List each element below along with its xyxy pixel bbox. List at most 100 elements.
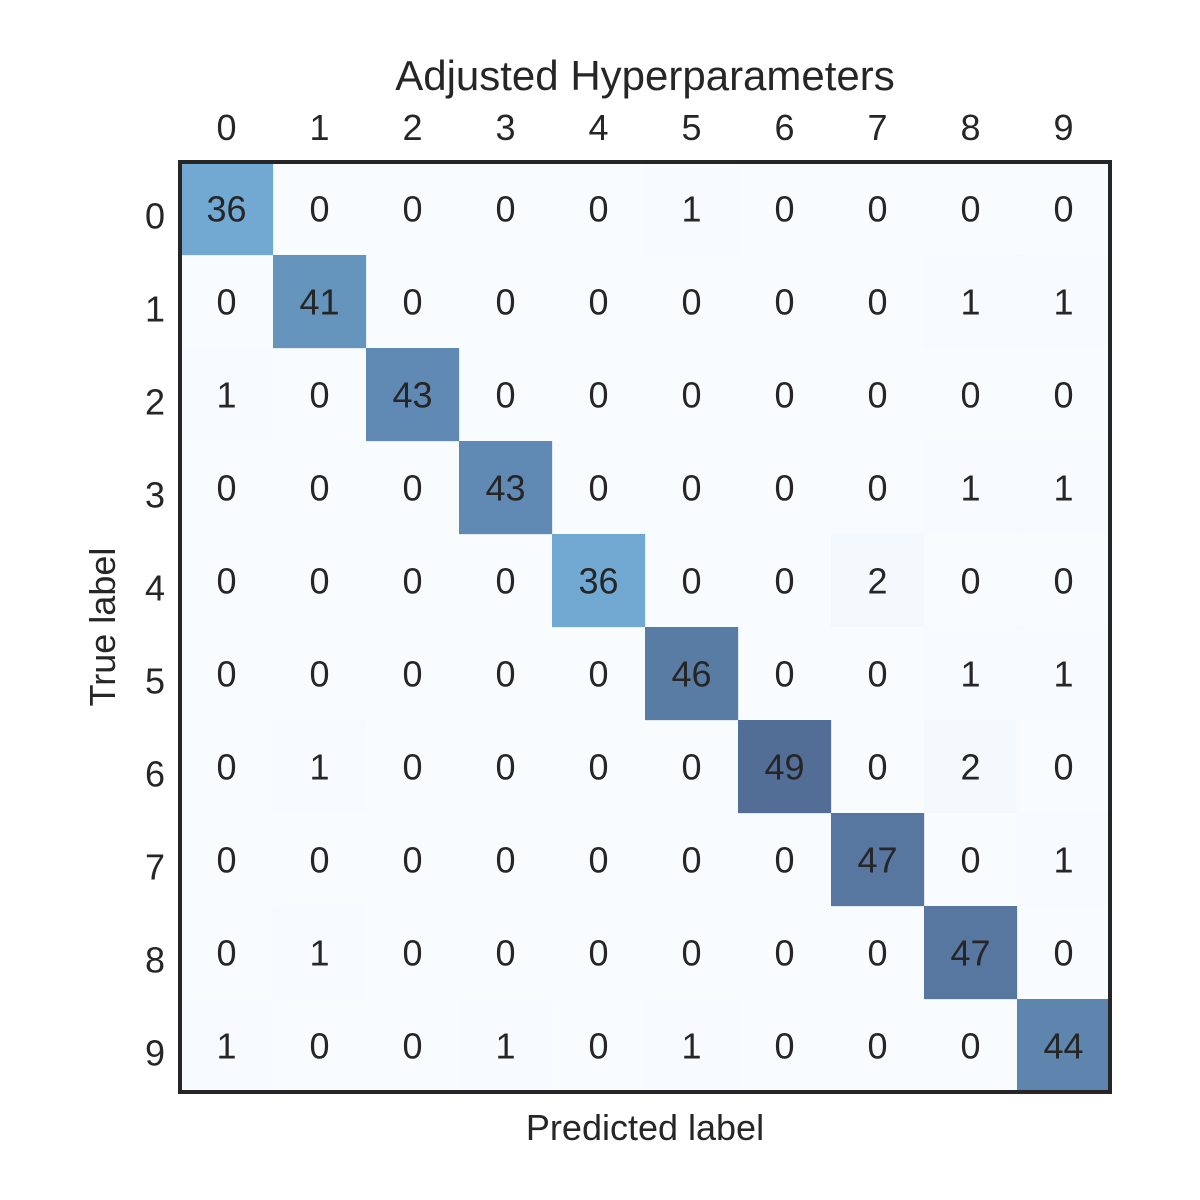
heatmap-cell-r0-c8: [924, 162, 1018, 256]
heatmap-cell-r4-c8: [924, 534, 1018, 628]
heatmap-cell-r2-c1: [273, 348, 367, 442]
heatmap-cell-r1-c2: [366, 255, 460, 349]
cell-value-r8-c5: 0: [681, 933, 701, 974]
plot-frame: [178, 160, 1112, 1094]
cell-value-r1-c6: 0: [774, 282, 794, 323]
cell-value-r8-c4: 0: [588, 933, 608, 974]
heatmap-cell-r1-c0: [180, 255, 274, 349]
cell-value-r3-c4: 0: [588, 468, 608, 509]
heatmap-cell-r6-c9: [1017, 720, 1111, 814]
heatmap-cell-r0-c7: [831, 162, 925, 256]
cell-value-r0-c4: 0: [588, 189, 608, 230]
cell-value-r6-c9: 0: [1053, 747, 1073, 788]
heatmap-cell-r5-c5: [645, 627, 739, 721]
y-tick-labels: 0 1 2 3 4 5 6 7 8 9: [145, 196, 165, 1074]
cell-value-r5-c8: 1: [960, 654, 980, 695]
heatmap-cells: [180, 162, 1111, 1093]
x-tick-label-6: 6: [774, 107, 794, 148]
cell-value-r6-c8: 2: [960, 747, 980, 788]
cell-value-r6-c5: 0: [681, 747, 701, 788]
heatmap-cell-r3-c0: [180, 441, 274, 535]
heatmap-cell-r0-c0: [180, 162, 274, 256]
heatmap-cell-r5-c0: [180, 627, 274, 721]
heatmap-cell-r8-c4: [552, 906, 646, 1000]
heatmap-cell-r3-c5: [645, 441, 739, 535]
heatmap-cell-r7-c0: [180, 813, 274, 907]
heatmap-cell-r1-c4: [552, 255, 646, 349]
heatmap-cell-r5-c2: [366, 627, 460, 721]
heatmap-cell-r6-c7: [831, 720, 925, 814]
cell-value-r3-c1: 0: [309, 468, 329, 509]
cell-value-r6-c0: 0: [216, 747, 236, 788]
cell-value-r9-c0: 1: [216, 1026, 236, 1067]
cell-value-r1-c9: 1: [1053, 282, 1073, 323]
heatmap-cell-r4-c0: [180, 534, 274, 628]
heatmap-cell-r1-c5: [645, 255, 739, 349]
y-tick-label-2: 2: [145, 382, 165, 423]
cell-value-r7-c9: 1: [1053, 840, 1073, 881]
cell-value-r3-c0: 0: [216, 468, 236, 509]
heatmap-cell-r1-c1: [273, 255, 367, 349]
heatmap-cell-r2-c3: [459, 348, 553, 442]
heatmap-cell-r7-c6: [738, 813, 832, 907]
heatmap-cell-r2-c5: [645, 348, 739, 442]
heatmap-cell-r9-c1: [273, 999, 367, 1093]
heatmap-cell-r8-c6: [738, 906, 832, 1000]
cell-value-r4-c2: 0: [402, 561, 422, 602]
heatmap-cell-r5-c3: [459, 627, 553, 721]
cell-value-r0-c6: 0: [774, 189, 794, 230]
heatmap-cell-r0-c1: [273, 162, 367, 256]
cell-value-r8-c1: 1: [309, 933, 329, 974]
heatmap-cell-r3-c3: [459, 441, 553, 535]
heatmap-cell-r1-c8: [924, 255, 1018, 349]
cell-value-r4-c5: 0: [681, 561, 701, 602]
y-tick-label-1: 1: [145, 289, 165, 330]
heatmap-cell-r3-c9: [1017, 441, 1111, 535]
x-tick-label-8: 8: [960, 107, 980, 148]
cell-value-r6-c2: 0: [402, 747, 422, 788]
cell-value-r7-c6: 0: [774, 840, 794, 881]
heatmap-cell-r8-c7: [831, 906, 925, 1000]
heatmap-cell-r4-c7: [831, 534, 925, 628]
heatmap-cell-r4-c9: [1017, 534, 1111, 628]
x-tick-labels: 0 1 2 3 4 5 6 7 8 9: [216, 107, 1073, 148]
heatmap-cell-r4-c1: [273, 534, 367, 628]
cell-value-r0-c5: 1: [681, 189, 701, 230]
cell-value-r5-c3: 0: [495, 654, 515, 695]
cell-value-r7-c4: 0: [588, 840, 608, 881]
cell-value-r8-c8: 47: [950, 933, 990, 974]
cell-value-r4-c0: 0: [216, 561, 236, 602]
cell-value-r6-c1: 1: [309, 747, 329, 788]
cell-value-r8-c0: 0: [216, 933, 236, 974]
heatmap-cell-r5-c4: [552, 627, 646, 721]
heatmap-cell-r7-c9: [1017, 813, 1111, 907]
cell-value-r7-c3: 0: [495, 840, 515, 881]
heatmap-cell-r4-c3: [459, 534, 553, 628]
x-axis-label: Predicted label: [526, 1107, 764, 1148]
heatmap-cell-r1-c6: [738, 255, 832, 349]
cell-value-r9-c6: 0: [774, 1026, 794, 1067]
heatmap-cell-r5-c8: [924, 627, 1018, 721]
cell-value-r0-c8: 0: [960, 189, 980, 230]
cell-value-r9-c5: 1: [681, 1026, 701, 1067]
heatmap-cell-r4-c6: [738, 534, 832, 628]
heatmap-cell-r7-c4: [552, 813, 646, 907]
heatmap-cell-r2-c2: [366, 348, 460, 442]
cell-value-r1-c3: 0: [495, 282, 515, 323]
heatmap-cell-r7-c3: [459, 813, 553, 907]
heatmap-cell-r3-c8: [924, 441, 1018, 535]
heatmap-cell-r0-c6: [738, 162, 832, 256]
cell-value-r2-c8: 0: [960, 375, 980, 416]
cell-value-r9-c1: 0: [309, 1026, 329, 1067]
x-tick-label-2: 2: [402, 107, 422, 148]
cell-value-r6-c3: 0: [495, 747, 515, 788]
heatmap-cell-r7-c8: [924, 813, 1018, 907]
cell-value-r9-c7: 0: [867, 1026, 887, 1067]
cell-value-r0-c0: 36: [206, 189, 246, 230]
heatmap-cell-r7-c1: [273, 813, 367, 907]
cell-value-r5-c5: 46: [671, 654, 711, 695]
heatmap-cell-r3-c2: [366, 441, 460, 535]
cell-value-r7-c7: 47: [857, 840, 897, 881]
heatmap-cell-r1-c9: [1017, 255, 1111, 349]
